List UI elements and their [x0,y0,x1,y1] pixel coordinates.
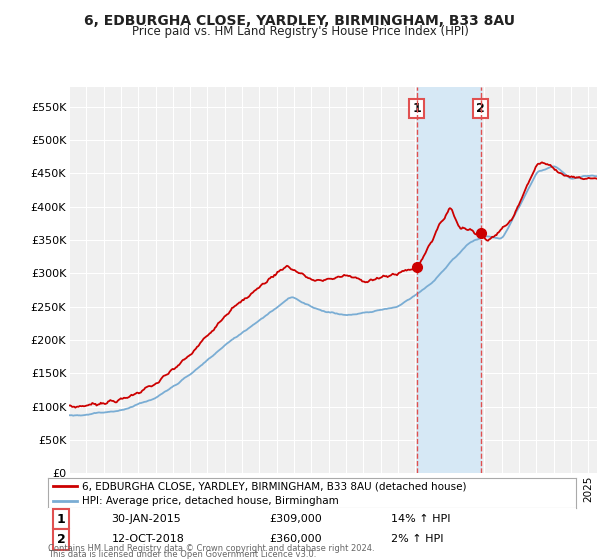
Text: 1: 1 [57,512,65,526]
Text: 1: 1 [412,102,421,115]
Text: 12-OCT-2018: 12-OCT-2018 [112,534,184,544]
Text: 2% ↑ HPI: 2% ↑ HPI [391,534,444,544]
Text: 2: 2 [57,533,65,546]
Text: HPI: Average price, detached house, Birmingham: HPI: Average price, detached house, Birm… [82,496,339,506]
Text: £309,000: £309,000 [270,514,323,524]
Text: 14% ↑ HPI: 14% ↑ HPI [391,514,451,524]
Bar [416,87,481,473]
Text: 30-JAN-2015: 30-JAN-2015 [112,514,181,524]
Text: 6, EDBURGHA CLOSE, YARDLEY, BIRMINGHAM, B33 8AU (detached house): 6, EDBURGHA CLOSE, YARDLEY, BIRMINGHAM, … [82,481,467,491]
Text: This data is licensed under the Open Government Licence v3.0.: This data is licensed under the Open Gov… [48,550,316,559]
Text: Contains HM Land Registry data © Crown copyright and database right 2024.: Contains HM Land Registry data © Crown c… [48,544,374,553]
Text: Price paid vs. HM Land Registry's House Price Index (HPI): Price paid vs. HM Land Registry's House … [131,25,469,38]
Text: £360,000: £360,000 [270,534,322,544]
Text: 2: 2 [476,102,485,115]
Text: 6, EDBURGHA CLOSE, YARDLEY, BIRMINGHAM, B33 8AU: 6, EDBURGHA CLOSE, YARDLEY, BIRMINGHAM, … [85,14,515,28]
